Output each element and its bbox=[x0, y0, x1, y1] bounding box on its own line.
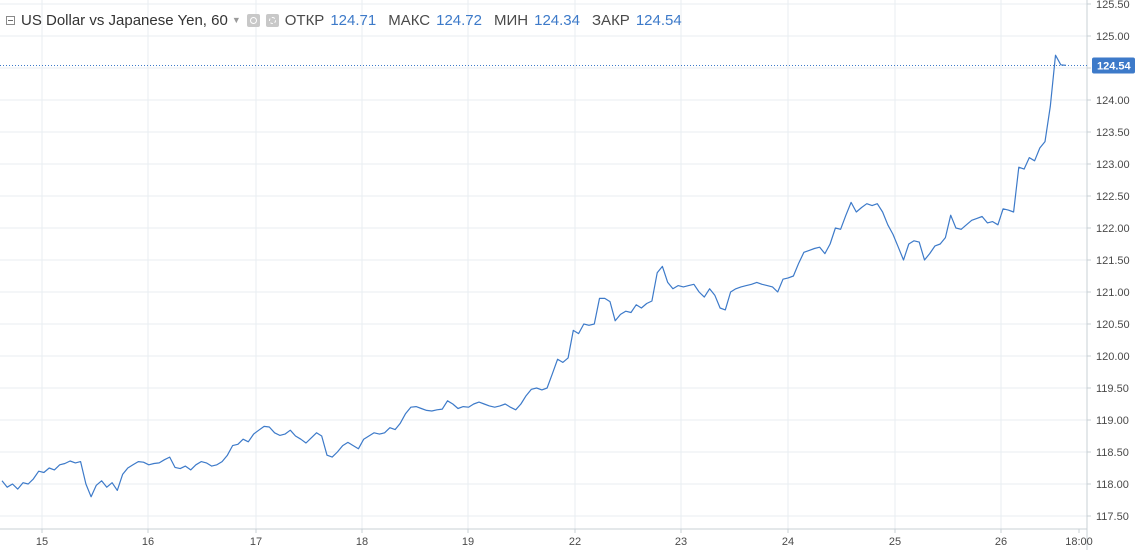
price-tick-label: 119.50 bbox=[1096, 383, 1129, 395]
price-tick-label: 121.00 bbox=[1096, 287, 1130, 299]
last-price-badge: 124.54 bbox=[1092, 57, 1135, 74]
low-label: МИН bbox=[494, 11, 529, 29]
price-tick-label: 123.50 bbox=[1096, 127, 1130, 139]
time-tick-label: 17 bbox=[250, 536, 262, 548]
last-price-badge-bg bbox=[1092, 57, 1135, 74]
time-tick-label: 18:00 bbox=[1065, 536, 1093, 548]
time-tick-label: 16 bbox=[142, 536, 154, 548]
price-tick-label: 119.00 bbox=[1096, 415, 1129, 427]
time-tick-label: 18 bbox=[356, 536, 368, 548]
price-tick-label: 123.00 bbox=[1096, 159, 1130, 171]
series-line-usdjpy bbox=[1, 54, 1067, 498]
price-tick-label: 122.50 bbox=[1096, 191, 1130, 203]
time-tick-label: 25 bbox=[889, 536, 901, 548]
open-label: ОТКР bbox=[284, 11, 325, 29]
last-price-badge-label: 124.54 bbox=[1097, 60, 1132, 72]
time-tick-label: 23 bbox=[675, 536, 687, 548]
eye-icon[interactable] bbox=[246, 13, 260, 27]
time-tick-label: 22 bbox=[569, 536, 581, 548]
time-axis-labels: 15 16 17 18 19 22 23 24 25 26 18:00 bbox=[36, 529, 1093, 548]
price-tick-label: 125.50 bbox=[1096, 0, 1130, 11]
high-value: 124.72 bbox=[436, 11, 482, 29]
vertical-grid bbox=[41, 0, 1002, 529]
open-value: 124.71 bbox=[330, 11, 377, 29]
time-tick-label: 19 bbox=[462, 536, 474, 548]
price-tick-label: 121.50 bbox=[1096, 255, 1130, 267]
symbol-title: US Dollar vs Japanese Yen, 60 bbox=[21, 11, 228, 29]
close-value: 124.54 bbox=[635, 11, 682, 29]
collapse-icon[interactable] bbox=[6, 15, 15, 25]
close-label: ЗАКР bbox=[592, 11, 630, 29]
gear-icon[interactable] bbox=[265, 13, 279, 27]
price-tick-label: 122.00 bbox=[1096, 223, 1130, 235]
price-tick-label: 125.00 bbox=[1096, 31, 1130, 43]
low-value: 124.34 bbox=[534, 11, 580, 29]
high-label: МАКС bbox=[388, 11, 431, 29]
horizontal-grid bbox=[0, 3, 1087, 517]
time-tick-label: 15 bbox=[36, 536, 48, 548]
time-tick-label: 26 bbox=[995, 536, 1007, 548]
dropdown-arrow-icon[interactable]: ▼ bbox=[231, 15, 241, 25]
price-tick-label: 120.00 bbox=[1096, 351, 1130, 363]
price-tick-label: 124.00 bbox=[1096, 95, 1130, 107]
chart-legend: US Dollar vs Japanese Yen, 60 ▼ ОТКР 124… bbox=[6, 10, 688, 30]
price-tick-label: 117.50 bbox=[1096, 511, 1129, 523]
price-tick-label: 118.50 bbox=[1096, 447, 1129, 459]
time-tick-label: 24 bbox=[782, 536, 794, 548]
price-tick-label: 120.50 bbox=[1096, 319, 1130, 331]
price-tick-label: 118.00 bbox=[1096, 479, 1129, 491]
